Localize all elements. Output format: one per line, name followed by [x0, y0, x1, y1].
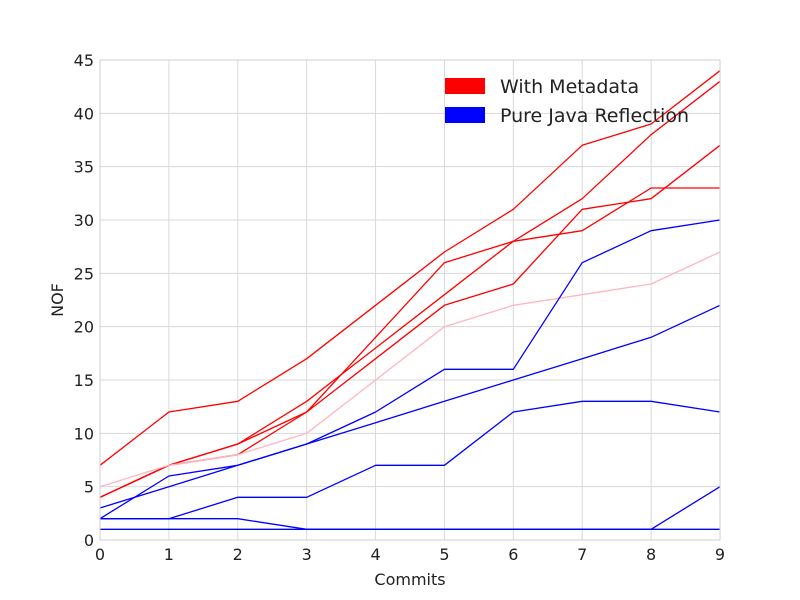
x-tick-label: 1: [164, 545, 174, 564]
x-tick-label: 0: [95, 545, 105, 564]
series-line-pure-java-reflection-8: [100, 400, 721, 520]
series-line-pure-java-reflection-7: [99, 304, 721, 509]
x-tick-label: 7: [577, 545, 587, 564]
y-tick-label: 45: [74, 51, 94, 70]
x-tick-label: 2: [233, 545, 243, 564]
x-tick-label: 9: [715, 545, 725, 564]
x-axis-label: Commits: [374, 570, 445, 589]
legend-label-pure-java-reflection: Pure Java Reflection: [500, 105, 689, 127]
y-tick-label: 35: [74, 158, 94, 177]
x-tick-label: 3: [302, 545, 312, 564]
y-tick-label: 5: [84, 478, 94, 497]
x-tick-label: 5: [439, 545, 449, 564]
y-axis-label: NOF: [48, 283, 67, 317]
x-tick-label: 4: [370, 545, 380, 564]
series-line-pure-java-reflection-6: [99, 219, 721, 520]
series-line-with-metadata-1: [99, 70, 721, 466]
legend-swatch-pure-java-reflection: [445, 107, 485, 123]
x-tick-label: 8: [646, 545, 656, 564]
y-tick-label: 40: [74, 104, 94, 123]
x-tick-label: 6: [508, 545, 518, 564]
legend-label-with-metadata: With Metadata: [500, 76, 639, 98]
plot-frame: [99, 59, 721, 541]
y-tick-label: 10: [74, 424, 94, 443]
series-lines: [99, 70, 721, 530]
legend: With Metadata Pure Java Reflection: [445, 76, 689, 127]
y-tick-label: 20: [74, 318, 94, 337]
series-line-with-metadata-3: [99, 80, 721, 498]
series-line-with-metadata-5: [99, 251, 721, 488]
y-axis-ticks: 0 5 10 15 20 25 30 35 40 45: [74, 51, 94, 550]
y-tick-label: 30: [74, 211, 94, 230]
legend-swatch-with-metadata: [445, 78, 485, 94]
y-tick-label: 0: [84, 531, 94, 550]
y-tick-label: 15: [74, 371, 94, 390]
x-axis-ticks: 0 1 2 3 4 5 6 7 8 9: [95, 545, 725, 564]
y-tick-label: 25: [74, 264, 94, 283]
